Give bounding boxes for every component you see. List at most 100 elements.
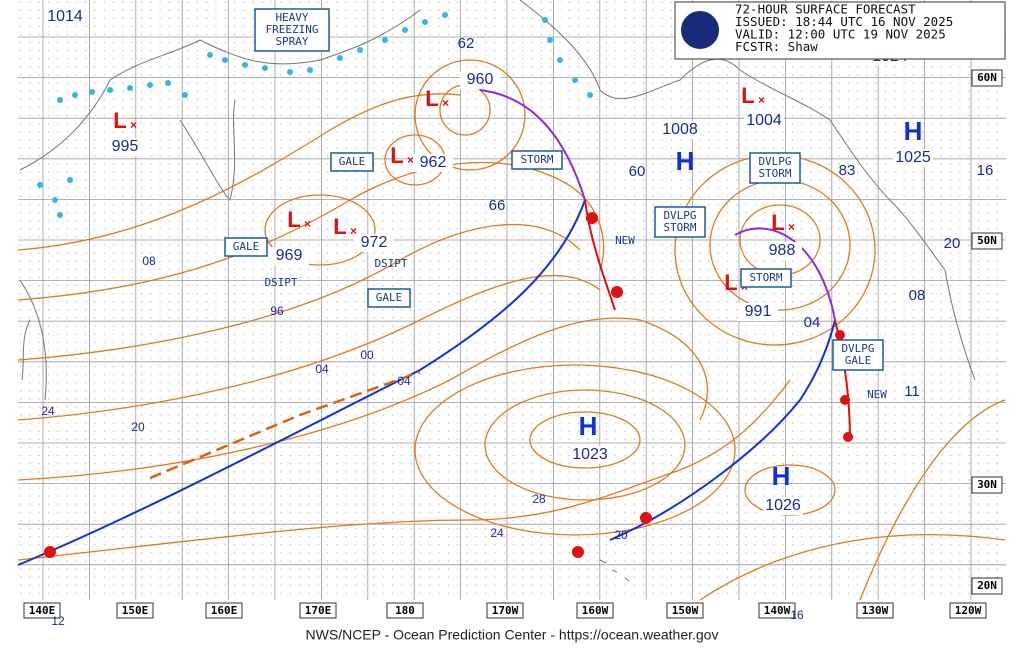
pressure-value-bg bbox=[413, 154, 453, 172]
warning-label: SPRAY bbox=[275, 35, 308, 48]
map-note: DSIPT bbox=[374, 257, 407, 270]
pressure-value-bg bbox=[570, 446, 610, 464]
warning-label: HEAVY bbox=[275, 11, 308, 24]
warning-label: DVLPG bbox=[663, 209, 696, 222]
lon-label: 150W bbox=[672, 604, 699, 617]
warning-label: GALE bbox=[233, 240, 260, 253]
low-symbol: L bbox=[741, 83, 754, 108]
lat-label-box bbox=[971, 232, 1003, 250]
warning-label: STORM bbox=[758, 167, 791, 180]
isobar-label: 08 bbox=[142, 254, 156, 268]
isobar-label: 83 bbox=[839, 162, 856, 179]
high-symbol: H bbox=[579, 411, 598, 441]
warning-box bbox=[832, 339, 884, 371]
pressure-value: 1023 bbox=[572, 446, 608, 463]
pressure-value-bg bbox=[763, 497, 803, 515]
low-x: × bbox=[442, 96, 449, 110]
labels: 140E 150E 160E 170E 180 170W 160W 150W 140W 130W 1… bbox=[23, 8, 1003, 628]
warning-box bbox=[224, 237, 268, 257]
low-symbol: L bbox=[333, 214, 346, 239]
lon-label-box bbox=[386, 602, 424, 619]
isobar-label: 66 bbox=[489, 197, 506, 214]
pressure-value: 1014 bbox=[47, 8, 83, 25]
lon-label-box bbox=[856, 602, 894, 619]
isobar-label: 62 bbox=[458, 35, 475, 52]
lon-label-box bbox=[666, 602, 704, 619]
lon-label-box bbox=[576, 602, 614, 619]
low-symbol: L bbox=[771, 210, 784, 235]
lon-label: 160E bbox=[211, 604, 238, 617]
lon-label: 170E bbox=[305, 604, 332, 617]
lat-label: 50N bbox=[977, 234, 997, 247]
pressure-value: 1004 bbox=[746, 112, 782, 129]
isobar-label: 00 bbox=[360, 348, 374, 362]
warning-box bbox=[740, 268, 792, 288]
header-line: ISSUED: 18:44 UTC 16 NOV 2025 bbox=[735, 14, 953, 29]
pressure-value: 962 bbox=[420, 154, 447, 171]
map-note: NEW bbox=[867, 388, 887, 401]
header-line: 72-HOUR SURFACE FORECAST bbox=[735, 2, 916, 17]
pressure-value-bg bbox=[660, 121, 700, 139]
isobar-label: 20 bbox=[944, 235, 961, 252]
lon-label-box bbox=[758, 602, 796, 619]
pressure-value-bg bbox=[762, 242, 802, 260]
pressure-value-bg bbox=[893, 149, 933, 167]
warning-box bbox=[367, 288, 411, 308]
isobar-label: 96 bbox=[270, 304, 284, 318]
footer-credit: NWS/NCEP - Ocean Prediction Center - htt… bbox=[306, 627, 719, 643]
pressure-value: 995 bbox=[112, 138, 139, 155]
pressure-value-bg bbox=[738, 303, 778, 321]
pressure-value-bg bbox=[105, 138, 145, 156]
low-x: × bbox=[304, 217, 311, 231]
warning-label: GALE bbox=[339, 155, 366, 168]
isobars bbox=[17, 59, 1006, 601]
header-frame bbox=[674, 1, 1006, 60]
pressure-value: 972 bbox=[361, 234, 388, 251]
lat-label-box bbox=[971, 69, 1003, 87]
header-line: FCSTR: Shaw bbox=[735, 39, 818, 54]
low-symbol: L bbox=[390, 143, 403, 168]
lon-label-box bbox=[299, 602, 337, 619]
lon-label: 140W bbox=[764, 604, 791, 617]
low-x: × bbox=[407, 153, 414, 167]
isobar-label: 04 bbox=[315, 362, 329, 376]
lat-label: 60N bbox=[977, 71, 997, 84]
low-x: × bbox=[788, 220, 795, 234]
low-symbol: L bbox=[425, 86, 438, 111]
low-x: × bbox=[350, 224, 357, 238]
pressure-value-bg bbox=[269, 247, 309, 265]
warning-box bbox=[511, 150, 563, 170]
ice-edge bbox=[37, 12, 593, 218]
pressure-value: 1008 bbox=[662, 121, 698, 138]
lon-label: 180 bbox=[395, 604, 415, 617]
warning-box bbox=[330, 152, 374, 172]
pressure-value-bg bbox=[460, 71, 500, 89]
high-symbol: H bbox=[772, 461, 791, 491]
warning-label: GALE bbox=[845, 354, 872, 367]
lat-label-box bbox=[971, 476, 1003, 494]
warning-label: GALE bbox=[376, 291, 403, 304]
warning-label: STORM bbox=[663, 221, 696, 234]
pressure-value: 1026 bbox=[765, 497, 801, 514]
isobar-label: 11 bbox=[904, 383, 920, 400]
pressure-value: 960 bbox=[467, 71, 494, 88]
lon-label-box bbox=[23, 602, 61, 619]
lat-label: 30N bbox=[977, 478, 997, 491]
noaa-logo-ring bbox=[679, 9, 721, 51]
pressure-value: 1025 bbox=[895, 149, 931, 166]
low-x: × bbox=[758, 93, 765, 107]
lat-label-box bbox=[971, 577, 1003, 595]
isobar-label: 28 bbox=[532, 492, 546, 506]
warning-label: STORM bbox=[520, 153, 553, 166]
lon-label: 140E bbox=[29, 604, 56, 617]
warning-label: STORM bbox=[749, 271, 782, 284]
lat-label: 20N bbox=[977, 579, 997, 592]
low-x: × bbox=[130, 118, 137, 132]
isobar-label: 20 bbox=[131, 420, 145, 434]
isobar-label: 24 bbox=[490, 526, 504, 540]
lon-label: 150E bbox=[122, 604, 149, 617]
lon-label-box bbox=[949, 602, 987, 619]
pressure-value: 991 bbox=[745, 303, 772, 320]
lon-label-box bbox=[486, 602, 524, 619]
